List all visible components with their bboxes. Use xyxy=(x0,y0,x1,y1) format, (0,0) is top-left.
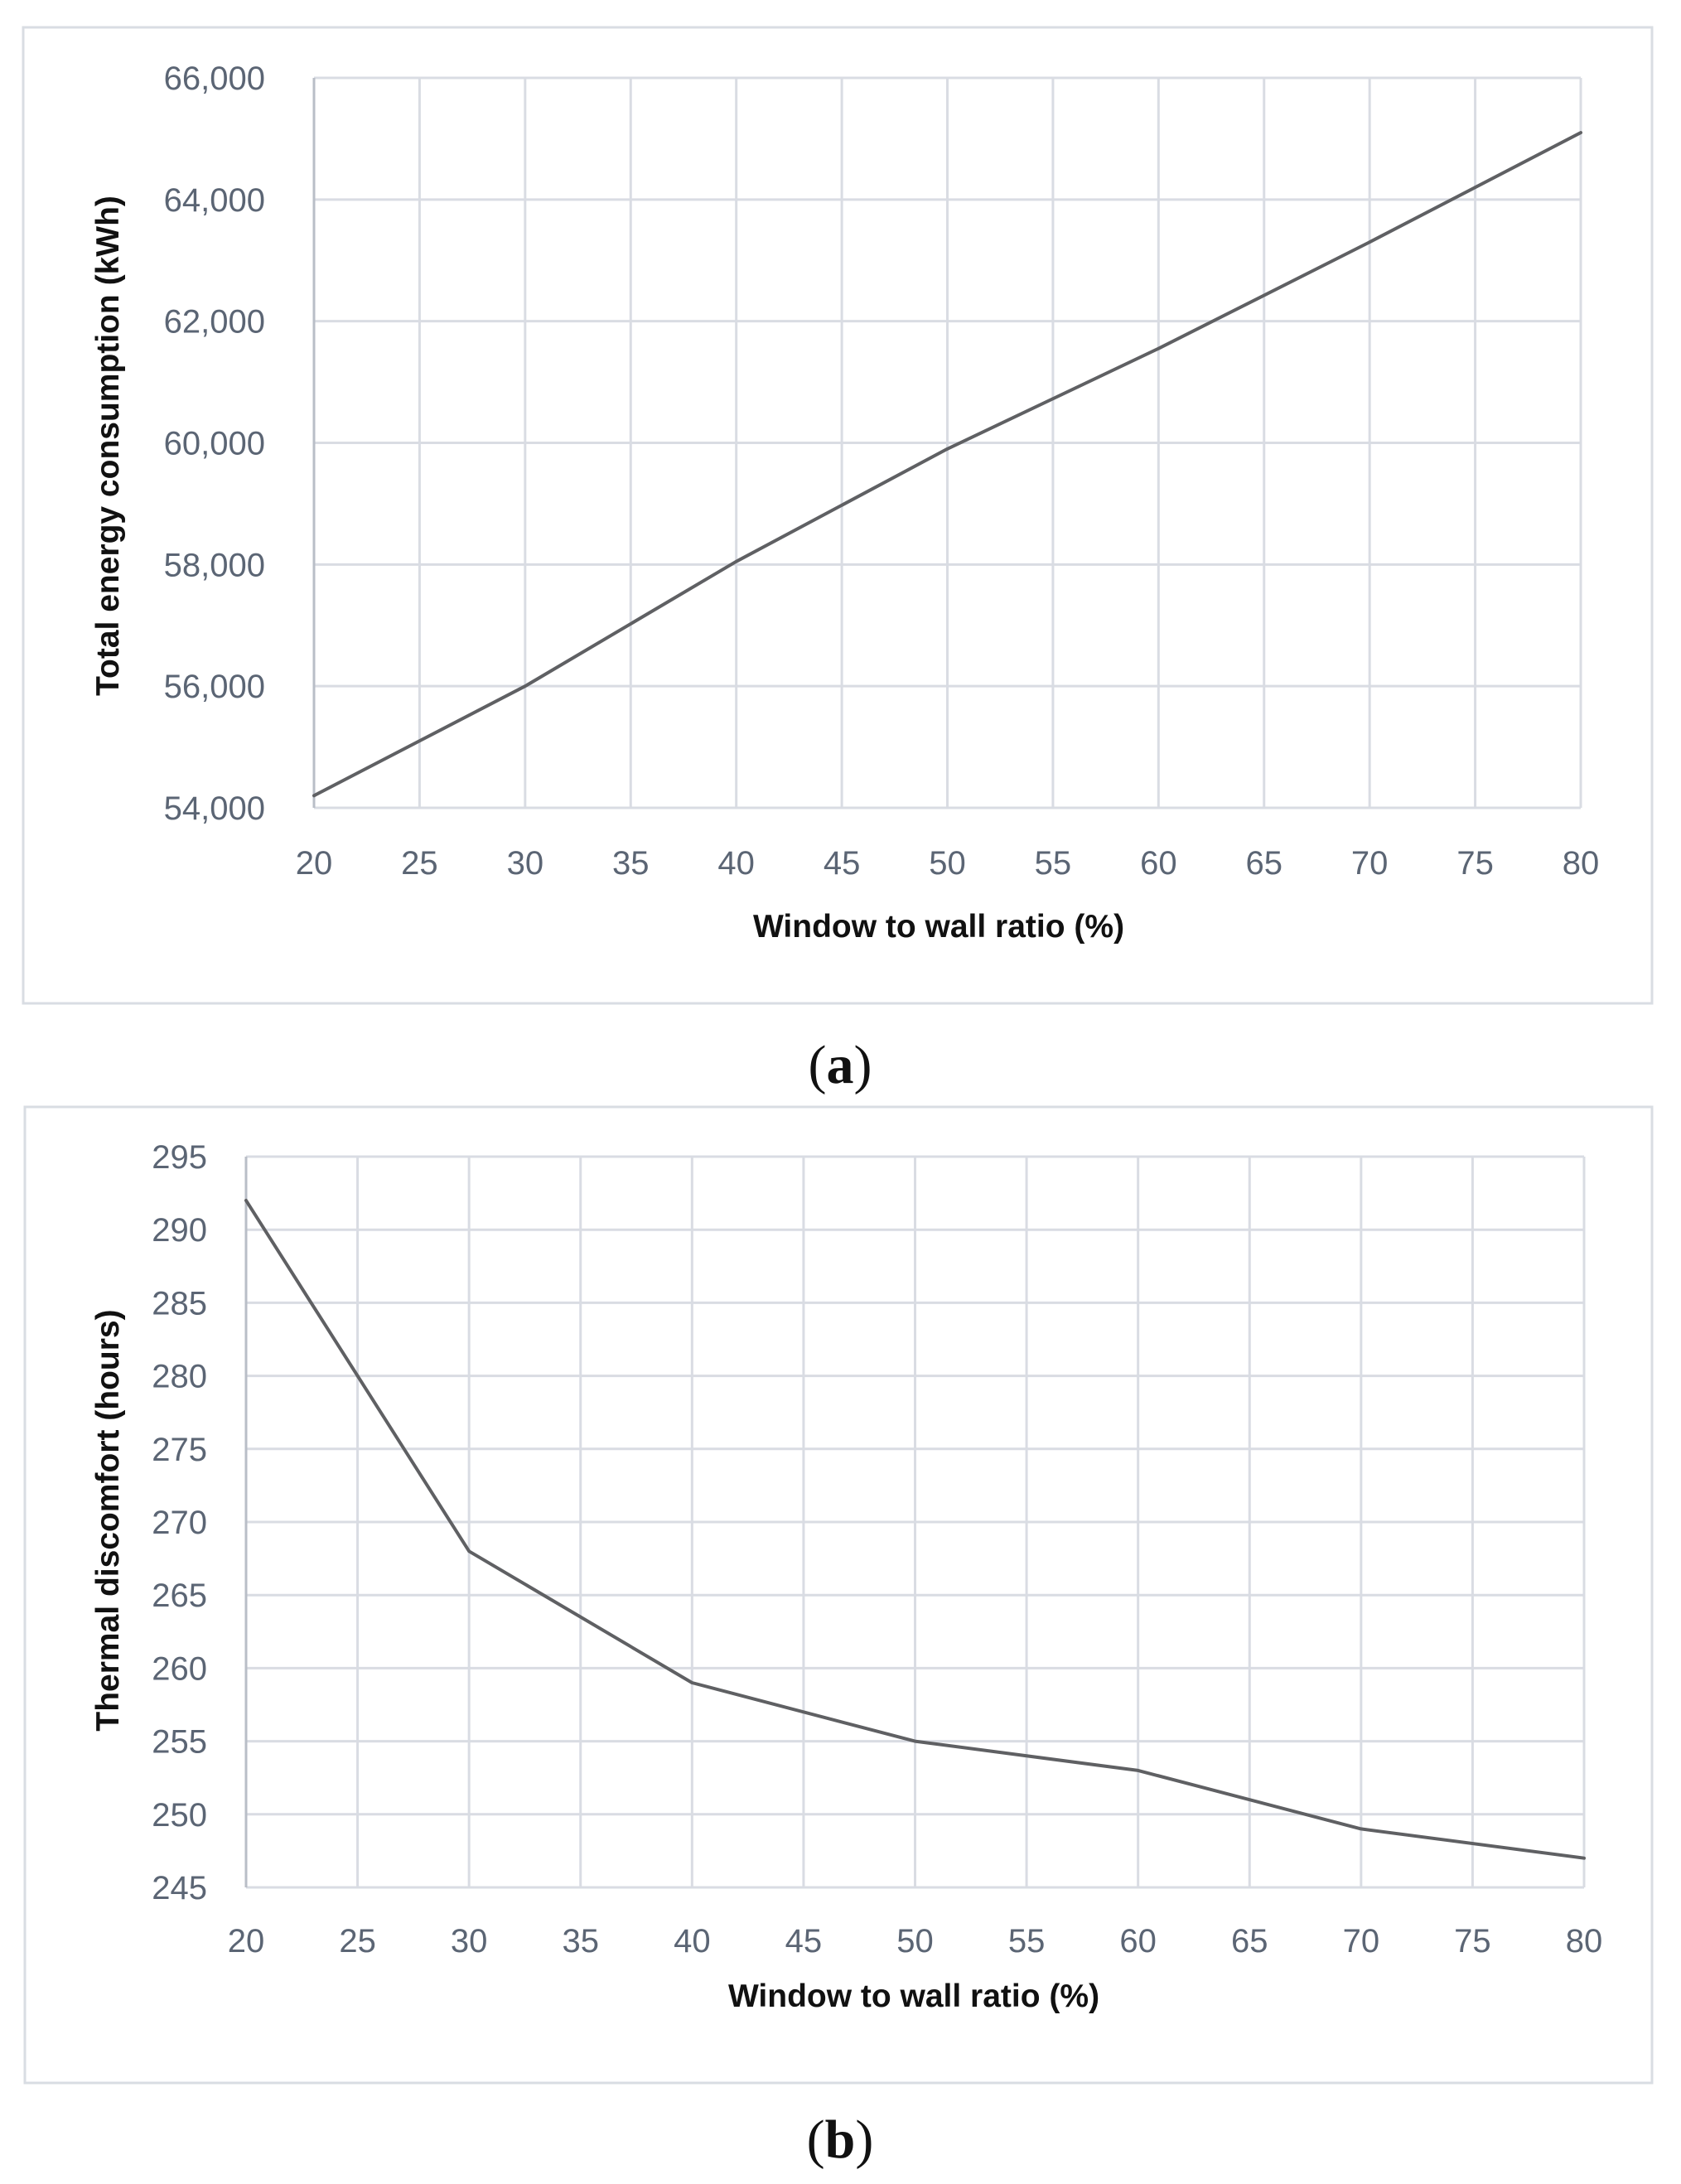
panel-a-x-tick-label: 70 xyxy=(1351,845,1389,882)
panel-b-y-axis-title: Thermal discomfort (hours) xyxy=(90,1309,126,1731)
panel-a-y-tick-label: 58,000 xyxy=(164,547,265,583)
panel-b-caption: (b) xyxy=(807,2109,874,2170)
panel-b-grid xyxy=(244,1155,1586,1889)
panel-a-caption: (a) xyxy=(809,1035,872,1095)
panel-b-series-line xyxy=(244,1198,1586,1860)
panel-a-x-tick-label: 25 xyxy=(401,845,438,882)
panel-a-frame xyxy=(22,26,1654,1005)
panel-b-x-tick-label: 50 xyxy=(896,1923,934,1959)
panel-b-x-tick-label: 55 xyxy=(1008,1923,1046,1959)
panel-b-y-tick-label: 270 xyxy=(152,1505,207,1541)
panel-b-x-tick-label: 65 xyxy=(1231,1923,1268,1959)
panel-a-y-tick-labels: 54,000 56,000 58,000 60,000 62,000 64,000 66,0… xyxy=(164,60,265,827)
panel-a-grid xyxy=(312,76,1582,809)
panel-a-y-tick-label: 66,000 xyxy=(164,60,265,97)
panel-b-y-tick-label: 245 xyxy=(152,1870,207,1906)
panel-a-x-tick-label: 35 xyxy=(612,845,650,882)
panel-b-y-tick-label: 275 xyxy=(152,1432,207,1468)
panel-a-y-axis-title: Total energy consumption (kWh) xyxy=(90,196,126,696)
panel-b-y-tick-label: 285 xyxy=(152,1285,207,1322)
panel-b-x-tick-label: 70 xyxy=(1343,1923,1380,1959)
panel-b-x-tick-label: 30 xyxy=(451,1923,488,1959)
panel-b-x-tick-label: 60 xyxy=(1119,1923,1157,1959)
panel-a-y-tick-label: 60,000 xyxy=(164,426,265,462)
panel-b-x-tick-label: 35 xyxy=(563,1923,600,1959)
panel-b-x-tick-label: 75 xyxy=(1454,1923,1491,1959)
panel-a-x-tick-label: 60 xyxy=(1140,845,1177,882)
panel-b-x-tick-label: 40 xyxy=(674,1923,711,1959)
panel-b-y-tick-label: 260 xyxy=(152,1650,207,1687)
panel-b: 245 250 255 260 265 270 275 280 285 290 295 20 25 30… xyxy=(23,1105,1654,2170)
panel-a-series xyxy=(312,131,1582,798)
panel-a-x-tick-label: 65 xyxy=(1246,845,1283,882)
panel-a-x-tick-labels: 20 25 30 35 40 45 50 55 60 65 70 75 80 xyxy=(296,845,1600,882)
panel-b-y-tick-label: 290 xyxy=(152,1212,207,1249)
panel-a-x-tick-label: 40 xyxy=(717,845,755,882)
panel-b-y-tick-label: 255 xyxy=(152,1724,207,1761)
panel-a-x-tick-label: 30 xyxy=(507,845,544,882)
panel-b-y-tick-labels: 245 250 255 260 265 270 275 280 285 290 295 xyxy=(152,1139,207,1906)
panel-b-x-tick-label: 25 xyxy=(339,1923,376,1959)
panel-a-caption-letter: a xyxy=(827,1035,854,1095)
panel-a-y-tick-label: 64,000 xyxy=(164,182,265,219)
panel-b-y-tick-label: 280 xyxy=(152,1359,207,1395)
panel-a: 54,000 56,000 58,000 60,000 62,000 64,000 66,0… xyxy=(22,26,1654,1095)
panel-b-x-tick-labels: 20 25 30 35 40 45 50 55 60 65 70 75 80 xyxy=(228,1923,1603,1959)
panel-b-x-tick-label: 45 xyxy=(785,1923,823,1959)
panel-a-series-line xyxy=(312,131,1582,798)
panel-b-x-tick-label: 20 xyxy=(228,1923,265,1959)
panel-a-x-tick-label: 75 xyxy=(1456,845,1494,882)
panel-a-y-tick-label: 62,000 xyxy=(164,304,265,341)
panel-a-x-tick-label: 55 xyxy=(1035,845,1072,882)
panel-a-x-tick-label: 20 xyxy=(296,845,333,882)
panel-b-y-tick-label: 265 xyxy=(152,1578,207,1614)
panel-a-x-tick-label: 80 xyxy=(1563,845,1600,882)
panel-b-x-tick-label: 80 xyxy=(1566,1923,1603,1959)
panel-b-y-tick-label: 295 xyxy=(152,1139,207,1176)
panel-b-y-tick-label: 250 xyxy=(152,1797,207,1834)
panel-a-y-tick-label: 54,000 xyxy=(164,790,265,827)
panel-a-x-tick-label: 45 xyxy=(824,845,861,882)
panel-b-x-axis-title: Window to wall ratio (%) xyxy=(728,1979,1099,2014)
panel-a-y-tick-label: 56,000 xyxy=(164,669,265,705)
panel-a-x-axis-title: Window to wall ratio (%) xyxy=(753,909,1124,945)
panel-a-x-tick-label: 50 xyxy=(929,845,966,882)
panel-b-caption-letter: b xyxy=(825,2109,856,2170)
panel-b-series xyxy=(244,1198,1586,1860)
